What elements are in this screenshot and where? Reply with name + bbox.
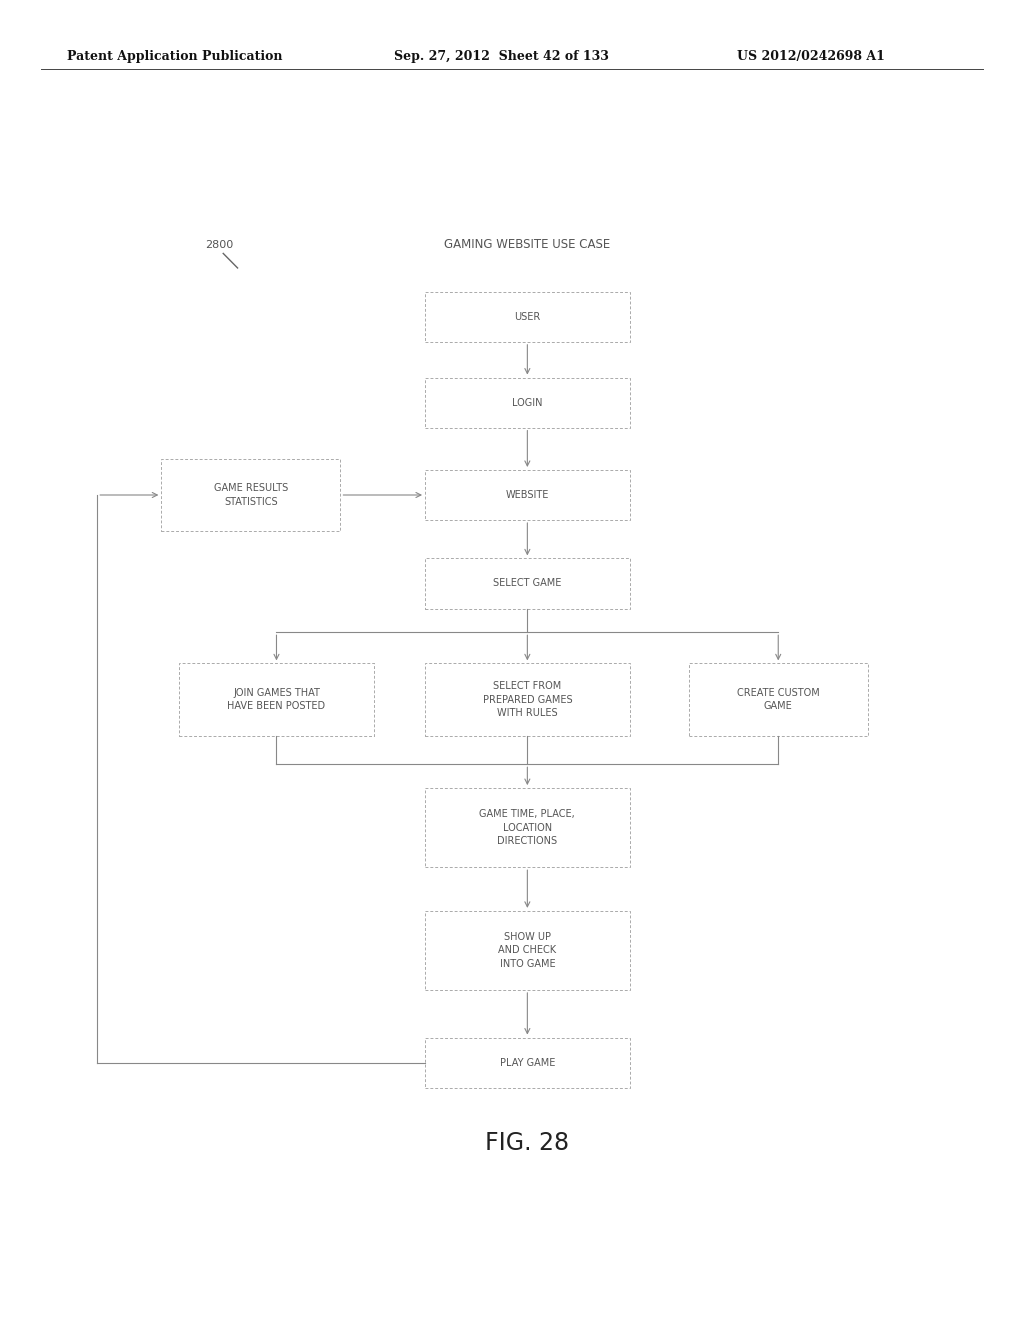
FancyBboxPatch shape: [425, 558, 630, 609]
FancyBboxPatch shape: [425, 1038, 630, 1088]
Text: GAME RESULTS
STATISTICS: GAME RESULTS STATISTICS: [214, 483, 288, 507]
Text: WEBSITE: WEBSITE: [506, 490, 549, 500]
FancyBboxPatch shape: [688, 664, 867, 737]
Text: 2800: 2800: [205, 240, 233, 251]
Text: SELECT FROM
PREPARED GAMES
WITH RULES: SELECT FROM PREPARED GAMES WITH RULES: [482, 681, 572, 718]
FancyBboxPatch shape: [425, 292, 630, 342]
Text: Sep. 27, 2012  Sheet 42 of 133: Sep. 27, 2012 Sheet 42 of 133: [394, 50, 609, 63]
Text: USER: USER: [514, 312, 541, 322]
Text: GAME TIME, PLACE,
LOCATION
DIRECTIONS: GAME TIME, PLACE, LOCATION DIRECTIONS: [479, 809, 575, 846]
FancyBboxPatch shape: [425, 470, 630, 520]
FancyBboxPatch shape: [425, 911, 630, 990]
Text: JOIN GAMES THAT
HAVE BEEN POSTED: JOIN GAMES THAT HAVE BEEN POSTED: [227, 688, 326, 711]
Text: CREATE CUSTOM
GAME: CREATE CUSTOM GAME: [737, 688, 819, 711]
Text: PLAY GAME: PLAY GAME: [500, 1057, 555, 1068]
Text: LOGIN: LOGIN: [512, 397, 543, 408]
FancyBboxPatch shape: [162, 458, 340, 531]
FancyBboxPatch shape: [425, 664, 630, 737]
FancyBboxPatch shape: [425, 378, 630, 428]
FancyBboxPatch shape: [425, 788, 630, 867]
Text: Patent Application Publication: Patent Application Publication: [67, 50, 282, 63]
Text: FIG. 28: FIG. 28: [485, 1131, 569, 1155]
Text: SELECT GAME: SELECT GAME: [494, 578, 561, 589]
FancyBboxPatch shape: [179, 664, 374, 737]
Text: GAMING WEBSITE USE CASE: GAMING WEBSITE USE CASE: [444, 238, 610, 251]
Text: US 2012/0242698 A1: US 2012/0242698 A1: [737, 50, 885, 63]
Text: SHOW UP
AND CHECK
INTO GAME: SHOW UP AND CHECK INTO GAME: [499, 932, 556, 969]
